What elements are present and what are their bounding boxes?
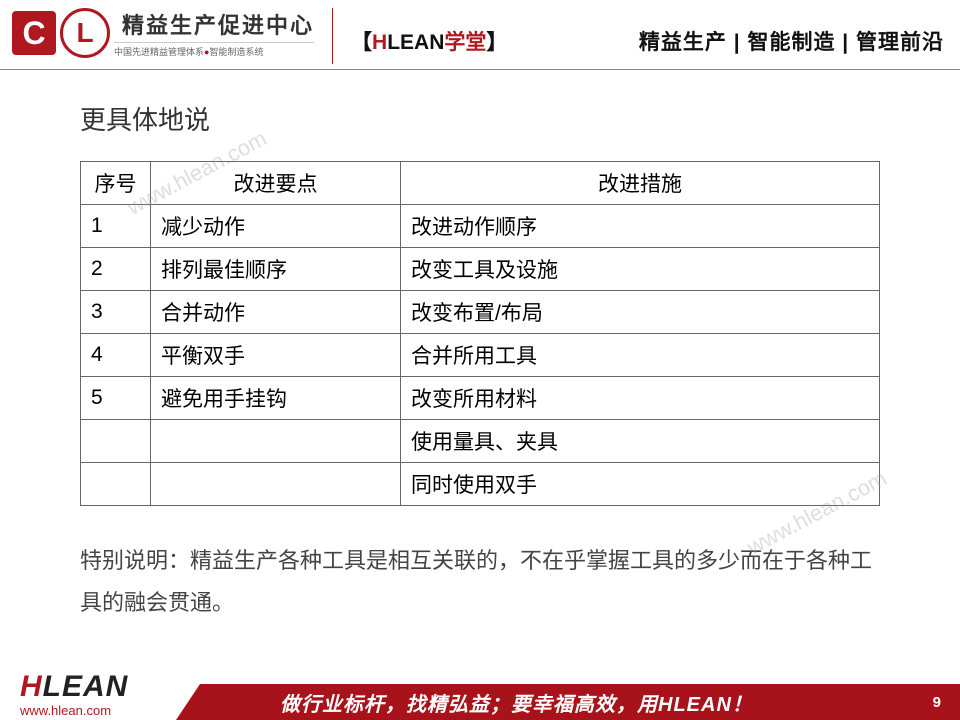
cell-seq: 2 [81, 248, 151, 291]
logo-center-text: 精益生产促进中心 [122, 8, 314, 40]
cell-point [151, 420, 401, 463]
cell-measure: 改进动作顺序 [401, 205, 880, 248]
cell-measure: 改变工具及设施 [401, 248, 880, 291]
table-row: 3合并动作改变布置/布局 [81, 291, 880, 334]
cell-point: 避免用手挂钩 [151, 377, 401, 420]
table-row: 5避免用手挂钩改变所用材料 [81, 377, 880, 420]
cell-seq [81, 463, 151, 506]
cell-seq: 3 [81, 291, 151, 334]
logo-subtitle: 中国先进精益管理体系●智能制造系统 [114, 42, 314, 58]
header-right: 精益生产 | 智能制造 | 管理前沿 [639, 26, 944, 56]
cell-seq: 4 [81, 334, 151, 377]
header-divider [332, 8, 333, 64]
content: 更具体地说 序号 改进要点 改进措施 1减少动作改进动作顺序2排列最佳顺序改变工… [0, 70, 960, 624]
logo-c-icon: C [12, 11, 56, 55]
col-header-measure: 改进措施 [401, 162, 880, 205]
cell-point: 减少动作 [151, 205, 401, 248]
cell-measure: 改变所用材料 [401, 377, 880, 420]
cell-measure: 使用量具、夹具 [401, 420, 880, 463]
col-header-point: 改进要点 [151, 162, 401, 205]
table-row: 4平衡双手合并所用工具 [81, 334, 880, 377]
cell-measure: 合并所用工具 [401, 334, 880, 377]
table-row: 2排列最佳顺序改变工具及设施 [81, 248, 880, 291]
table-row: 同时使用双手 [81, 463, 880, 506]
page-number: 9 [933, 694, 942, 711]
header-mid: 【HLEAN学堂】 [351, 26, 507, 56]
header: C L 精益生产促进中心 中国先进精益管理体系●智能制造系统 【HLEAN学堂】… [0, 0, 960, 70]
footer-logo: HLEAN [20, 670, 128, 704]
footer-slogan: 做行业标杆，找精弘益；要幸福高效，用HLEAN！ [280, 688, 753, 717]
cell-measure: 同时使用双手 [401, 463, 880, 506]
cell-seq: 5 [81, 377, 151, 420]
col-header-seq: 序号 [81, 162, 151, 205]
footer-url: www.hlean.com [20, 703, 111, 718]
cell-point: 平衡双手 [151, 334, 401, 377]
page-title: 更具体地说 [80, 100, 880, 137]
cell-measure: 改变布置/布局 [401, 291, 880, 334]
cell-point [151, 463, 401, 506]
cell-point: 合并动作 [151, 291, 401, 334]
footer-bar: 做行业标杆，找精弘益；要幸福高效，用HLEAN！ 9 [200, 684, 960, 720]
cell-seq: 1 [81, 205, 151, 248]
cell-point: 排列最佳顺序 [151, 248, 401, 291]
improvement-table: 序号 改进要点 改进措施 1减少动作改进动作顺序2排列最佳顺序改变工具及设施3合… [80, 161, 880, 506]
note-text: 特别说明：精益生产各种工具是相互关联的，不在乎掌握工具的多少而在于各种工具的融会… [80, 540, 880, 624]
table-row: 1减少动作改进动作顺序 [81, 205, 880, 248]
table-row: 使用量具、夹具 [81, 420, 880, 463]
cell-seq [81, 420, 151, 463]
logo-block: C L 精益生产促进中心 中国先进精益管理体系●智能制造系统 [12, 8, 314, 58]
logo-l-icon: L [60, 8, 110, 58]
logo-text-wrap: 精益生产促进中心 中国先进精益管理体系●智能制造系统 [114, 8, 314, 58]
footer: HLEAN www.hlean.com 做行业标杆，找精弘益；要幸福高效，用HL… [0, 666, 960, 720]
table-header-row: 序号 改进要点 改进措施 [81, 162, 880, 205]
